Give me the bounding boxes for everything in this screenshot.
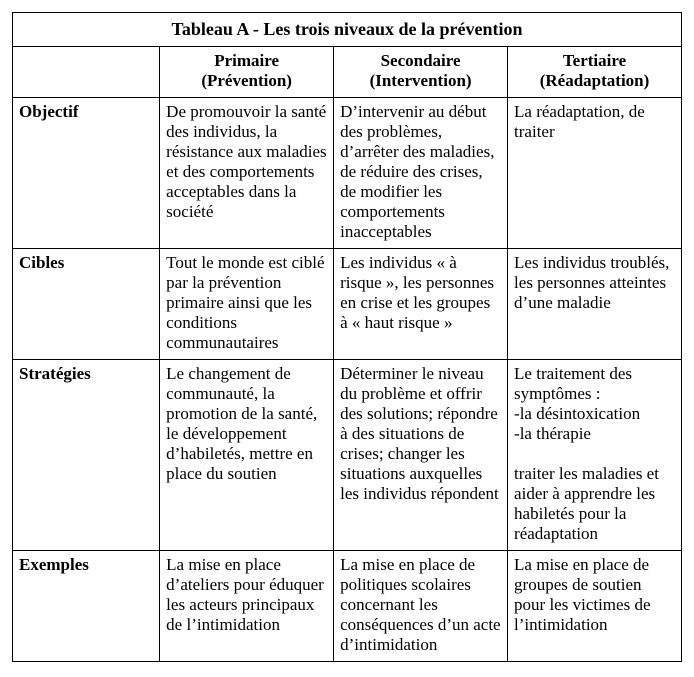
col-header-secondaire-l2: (Intervention)	[340, 71, 501, 91]
cell-exemples-secondaire: La mise en place de politiques scolaires…	[334, 551, 508, 662]
col-header-secondaire-l1: Secondaire	[340, 51, 501, 71]
cell-objectif-secondaire: D’intervenir au début des problèmes, d’a…	[334, 98, 508, 249]
col-header-secondaire: Secondaire (Intervention)	[334, 47, 508, 98]
cell-strategies-tertiaire: Le traitement des symptômes : -la désint…	[508, 360, 682, 551]
row-label-objectif: Objectif	[13, 98, 160, 249]
cell-strategies-secondaire: Déterminer le niveau du problème et offr…	[334, 360, 508, 551]
row-exemples: Exemples La mise en place d’ateliers pou…	[13, 551, 682, 662]
row-cibles: Cibles Tout le monde est ciblé par la pr…	[13, 249, 682, 360]
col-header-primaire-l2: (Prévention)	[166, 71, 327, 91]
cell-cibles-tertiaire: Les individus troublés, les personnes at…	[508, 249, 682, 360]
table-header-empty	[13, 47, 160, 98]
row-label-exemples: Exemples	[13, 551, 160, 662]
row-strategies: Stratégies Le changement de communauté, …	[13, 360, 682, 551]
row-label-cibles: Cibles	[13, 249, 160, 360]
col-header-primaire-l1: Primaire	[166, 51, 327, 71]
row-objectif: Objectif De promouvoir la santé des indi…	[13, 98, 682, 249]
cell-cibles-secondaire: Les individus « à risque », les personne…	[334, 249, 508, 360]
table-title-row: Tableau A - Les trois niveaux de la prév…	[13, 13, 682, 47]
cell-exemples-primaire: La mise en place d’ateliers pour éduquer…	[160, 551, 334, 662]
cell-exemples-tertiaire: La mise en place de groupes de soutien p…	[508, 551, 682, 662]
table-header-row: Primaire (Prévention) Secondaire (Interv…	[13, 47, 682, 98]
col-header-tertiaire-l2: (Réadaptation)	[514, 71, 675, 91]
cell-cibles-primaire: Tout le monde est ciblé par la préventio…	[160, 249, 334, 360]
cell-objectif-primaire: De promouvoir la santé des individus, la…	[160, 98, 334, 249]
cell-strategies-primaire: Le changement de communauté, la promotio…	[160, 360, 334, 551]
row-label-strategies: Stratégies	[13, 360, 160, 551]
col-header-primaire: Primaire (Prévention)	[160, 47, 334, 98]
prevention-levels-table: Tableau A - Les trois niveaux de la prév…	[12, 12, 682, 662]
col-header-tertiaire: Tertiaire (Réadaptation)	[508, 47, 682, 98]
cell-objectif-tertiaire: La réadaptation, de traiter	[508, 98, 682, 249]
table-title: Tableau A - Les trois niveaux de la prév…	[13, 13, 682, 47]
col-header-tertiaire-l1: Tertiaire	[514, 51, 675, 71]
